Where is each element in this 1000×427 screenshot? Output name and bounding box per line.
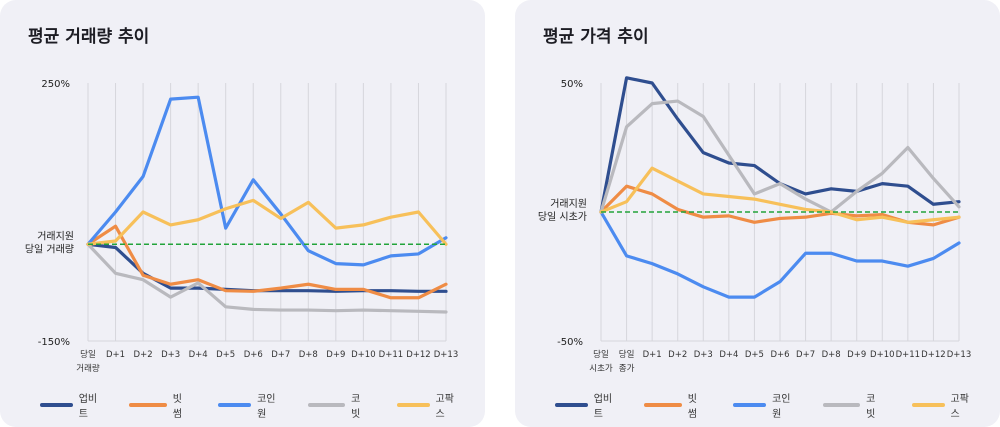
volume-x-tick-label: D+12: [406, 350, 430, 360]
price-x-tick-label: D+4: [719, 350, 738, 360]
volume-y-tick-label: 250%: [41, 79, 70, 90]
volume-x-tick-label: D+1: [106, 350, 125, 360]
legend-swatch: [822, 403, 861, 407]
volume-series-line-upbit: [86, 242, 448, 293]
price-x-tick-label: D+13: [947, 350, 971, 360]
price-x-tick-label: D+12: [921, 350, 945, 360]
price-x-tick-label: 시초가: [589, 364, 613, 374]
price-x-tick-label: D+7: [796, 350, 815, 360]
volume-x-tick-label: D+8: [299, 350, 318, 360]
legend-label: 빗썸: [172, 394, 182, 420]
legend-label: 코빗: [866, 394, 876, 420]
volume-y-tick-label: -150%: [38, 337, 70, 348]
legend-label: 고팍스: [435, 394, 454, 420]
volume-x-tick-label: 거래량: [76, 363, 100, 374]
price-x-tick-label: D+8: [822, 350, 841, 360]
legend-swatch: [644, 403, 682, 407]
legend-item: 빗썸: [129, 390, 188, 420]
legend-swatch: [555, 403, 588, 407]
legend-item: 코인원: [733, 390, 792, 420]
price-series-line-korbit: [599, 99, 961, 214]
volume-series-line-bithumb: [86, 224, 448, 300]
legend-swatch: [129, 403, 167, 407]
price-x-tick-label: D+1: [643, 350, 662, 360]
volume-baseline-label: 당일 거래량: [25, 243, 74, 255]
volume-x-tick-label: D+9: [326, 350, 345, 360]
legend-item: 업비트: [555, 390, 614, 420]
legend-label: 코인원: [772, 394, 791, 420]
price-x-tick-label: 당일: [619, 349, 635, 360]
volume-x-tick-label: D+3: [161, 350, 180, 360]
legend-label: 코인원: [257, 394, 276, 420]
price-x-tick-label: D+2: [668, 350, 687, 360]
price-x-tick-label: 당일: [593, 349, 609, 360]
price-y-tick-label: -50%: [557, 337, 583, 348]
legend-swatch: [40, 403, 73, 407]
volume-chart-title: 평균 거래량 추이: [28, 27, 150, 47]
legend-item: 고팍스: [911, 390, 971, 420]
price-x-tick-label: 종가: [619, 364, 635, 374]
volume-chart-legend: 업비트 빗썸 코인원 코빗 고팍스: [40, 390, 486, 420]
price-series-line-gopax: [599, 166, 961, 224]
volume-x-tick-label: 당일: [80, 349, 96, 360]
price-x-tick-label: D+10: [870, 350, 894, 360]
volume-x-tick-label: D+2: [134, 350, 153, 360]
price-y-tick-label: 50%: [561, 79, 583, 90]
volume-baseline-label: 거래지원: [37, 230, 74, 242]
volume-x-tick-label: D+5: [216, 350, 235, 360]
legend-label: 빗썸: [687, 394, 697, 420]
volume-x-tick-label: D+6: [244, 350, 263, 360]
volume-x-tick-label: D+7: [271, 350, 290, 360]
price-chart-legend: 업비트 빗썸 코인원 코빗 고팍스: [555, 390, 1000, 420]
legend-swatch: [396, 403, 430, 407]
legend-swatch: [733, 403, 767, 407]
price-x-tick-label: D+9: [847, 350, 866, 360]
legend-item: 코빗: [822, 390, 882, 420]
price-baseline-label: 거래지원: [550, 198, 587, 210]
price-baseline-label: 당일 시초가: [538, 211, 587, 223]
volume-x-tick-label: D+4: [189, 350, 208, 360]
price-series-line-coinone: [599, 210, 961, 299]
volume-series-line-coinone: [86, 95, 448, 267]
legend-swatch: [911, 403, 945, 407]
legend-label: 업비트: [593, 394, 613, 420]
volume-series-line-korbit: [86, 242, 448, 314]
legend-label: 업비트: [78, 394, 98, 420]
price-x-tick-label: D+11: [896, 350, 920, 360]
volume-x-tick-label: D+13: [434, 350, 458, 360]
volume-series-line-gopax: [86, 198, 448, 246]
legend-label: 고팍스: [950, 394, 969, 420]
legend-item: 빗썸: [644, 390, 703, 420]
price-x-tick-label: D+3: [694, 350, 713, 360]
legend-swatch: [307, 403, 346, 407]
legend-item: 업비트: [40, 390, 99, 420]
price-chart-title: 평균 가격 추이: [543, 27, 649, 47]
legend-swatch: [218, 403, 252, 407]
legend-item: 고팍스: [396, 390, 456, 420]
price-x-tick-label: D+6: [770, 350, 789, 360]
legend-item: 코빗: [307, 390, 367, 420]
volume-x-tick-label: D+10: [351, 350, 375, 360]
legend-item: 코인원: [218, 390, 277, 420]
legend-label: 코빗: [351, 394, 361, 420]
volume-x-tick-label: D+11: [379, 350, 403, 360]
price-x-tick-label: D+5: [745, 350, 764, 360]
